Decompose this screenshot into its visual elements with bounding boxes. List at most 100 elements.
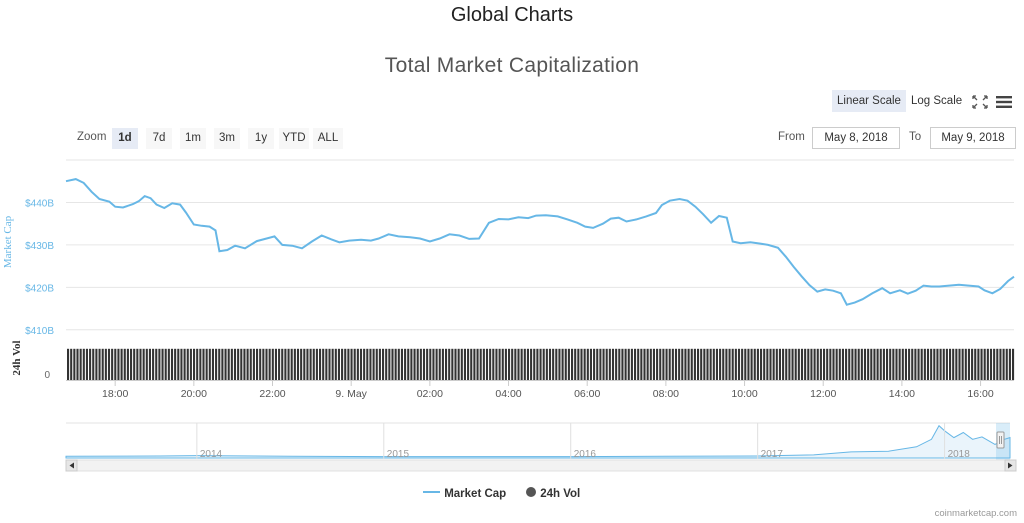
volume-bar: [315, 348, 318, 380]
volume-bar: [451, 348, 454, 380]
volume-bar: [1002, 348, 1005, 380]
volume-bar: [426, 348, 429, 380]
volume-bar: [281, 348, 284, 380]
y-tick-label: $420B: [25, 283, 54, 294]
volume-bar: [971, 348, 974, 380]
volume-bar: [252, 348, 255, 380]
navigator-years: 2014 2015 2016 2017 2018: [196, 423, 971, 460]
volume-bar: [107, 348, 111, 380]
volume-bar: [621, 348, 624, 380]
volume-bar: [999, 348, 1002, 380]
volume-bar: [448, 348, 451, 380]
credit-link[interactable]: coinmarketcap.com: [934, 508, 1017, 519]
volume-bar: [989, 348, 993, 380]
volume-bar: [715, 348, 718, 380]
navigator-scrollbar[interactable]: [65, 459, 1017, 472]
volume-bar: [489, 348, 492, 380]
volume-bar: [974, 348, 977, 380]
zoom-button-1m[interactable]: 1m: [180, 128, 206, 149]
volume-bar: [923, 348, 926, 380]
x-tick-label: 04:00: [495, 388, 521, 400]
volume-bar: [775, 348, 778, 380]
volume-bar: [133, 348, 136, 380]
volume-bar: [722, 348, 725, 380]
volume-bar: [615, 348, 618, 380]
volume-bar: [148, 348, 151, 380]
volume-bar: [508, 348, 511, 380]
volume-bar: [741, 348, 744, 380]
navigator-year-label: 2017: [761, 449, 784, 460]
volume-bar: [545, 348, 548, 380]
volume-bar: [996, 348, 999, 380]
from-date-input[interactable]: [812, 127, 900, 149]
zoom-button-1d[interactable]: 1d: [112, 128, 138, 149]
volume-bar: [76, 348, 79, 380]
zoom-button-7d[interactable]: 7d: [146, 128, 172, 149]
volume-bar: [961, 348, 964, 380]
volume-bar: [413, 348, 416, 380]
volume-bar: [111, 348, 114, 380]
volume-bar: [643, 348, 646, 380]
volume-bar: [832, 348, 835, 380]
volume-bar: [848, 348, 851, 380]
to-date-input[interactable]: [930, 127, 1016, 149]
volume-bar: [697, 348, 700, 380]
volume-bar: [79, 348, 82, 380]
volume-bar: [511, 348, 514, 380]
navigator[interactable]: 2014 2015 2016 2017 2018: [65, 422, 1011, 460]
navigator-year-label: 2018: [948, 449, 971, 460]
menu-icon[interactable]: [996, 95, 1012, 109]
volume-bar: [819, 348, 822, 380]
volume-bars: [67, 348, 1015, 380]
linear-scale-button[interactable]: Linear Scale: [832, 90, 906, 112]
volume-bar: [350, 348, 353, 380]
volume-bar: [580, 348, 583, 380]
volume-bar: [463, 348, 466, 380]
x-tick-label: 9. May: [335, 388, 367, 400]
volume-bar: [933, 348, 936, 380]
volume-bar: [1008, 348, 1011, 380]
volume-bar: [845, 348, 848, 380]
volume-bar: [199, 348, 202, 380]
volume-bar: [700, 348, 703, 380]
fullscreen-icon[interactable]: [972, 95, 988, 109]
x-tick-label: 22:00: [259, 388, 285, 400]
volume-bar: [712, 348, 715, 380]
volume-bar: [293, 348, 296, 380]
navigator-handle[interactable]: [996, 431, 1005, 449]
volume-bar: [328, 348, 331, 380]
volume-bar: [851, 348, 854, 380]
volume-bar: [130, 348, 133, 380]
volume-bar: [394, 348, 397, 380]
volume-bar: [325, 348, 328, 380]
zoom-button-all[interactable]: ALL: [313, 128, 343, 149]
volume-bar: [926, 348, 930, 380]
market-cap-line: [65, 178, 1015, 306]
volume-bar: [810, 348, 813, 380]
zoom-button-1y[interactable]: 1y: [248, 128, 274, 149]
volume-bar: [243, 348, 246, 380]
volume-bar: [306, 348, 309, 380]
volume-bar: [829, 348, 832, 380]
volume-bar: [375, 348, 378, 380]
volume-bar: [630, 348, 633, 380]
volume-bar: [945, 348, 948, 380]
volume-bar: [766, 348, 769, 380]
volume-bar: [89, 348, 92, 380]
volume-bar: [259, 348, 262, 380]
volume-bar: [652, 348, 655, 380]
legend-volume[interactable]: 24h Vol: [525, 486, 580, 502]
volume-bar: [164, 348, 167, 380]
legend-market-cap[interactable]: Market Cap: [423, 486, 506, 502]
navigator-year-label: 2014: [200, 449, 223, 460]
log-scale-button[interactable]: Log Scale: [911, 95, 963, 107]
zoom-button-3m[interactable]: 3m: [214, 128, 240, 149]
volume-bar: [1012, 348, 1015, 380]
volume-zero-tick: 0: [44, 370, 50, 381]
volume-bar: [605, 348, 608, 380]
volume-bar: [227, 348, 230, 380]
volume-bar: [419, 348, 422, 380]
volume-bar: [331, 348, 334, 380]
volume-bar: [114, 348, 117, 380]
zoom-button-ytd[interactable]: YTD: [279, 128, 309, 149]
